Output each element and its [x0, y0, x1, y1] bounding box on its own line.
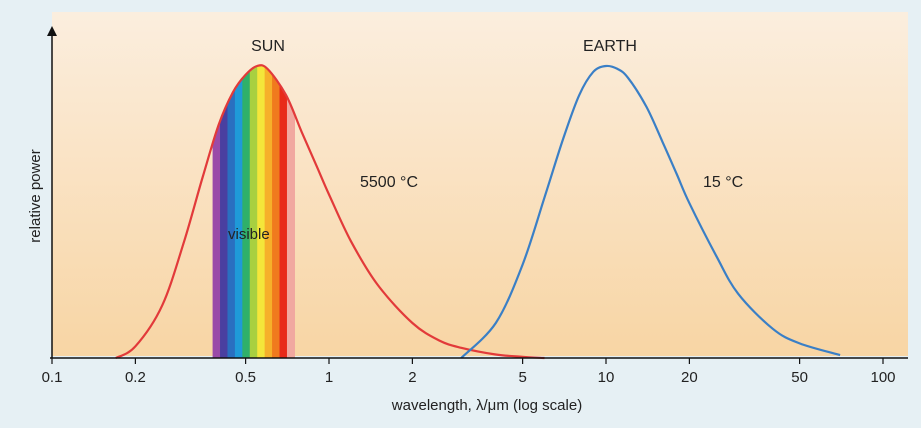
y-axis-title: relative power	[27, 149, 44, 242]
visible-band-stripe	[242, 65, 251, 358]
sun-series-name: SUN	[251, 38, 285, 55]
x-axis-ticks: 0.1 0.2 0.5 1 2 5 10 20 50 100	[42, 358, 896, 386]
x-tick-label: 0.5	[235, 369, 256, 386]
visible-band-label: visible	[228, 226, 270, 243]
series-line-sun	[115, 64, 545, 360]
x-tick-label: 1	[325, 369, 333, 386]
x-tick-label: 2	[408, 369, 416, 386]
visible-band	[212, 65, 295, 358]
sun-temperature-label: 5500 °C	[360, 174, 418, 191]
x-tick-label: 100	[870, 369, 895, 386]
visible-band-stripe	[279, 65, 288, 358]
visible-band-stripe	[257, 65, 266, 358]
visible-band-stripe	[234, 65, 243, 358]
earth-temperature-label: 15 °C	[703, 174, 743, 191]
series-line-earth	[460, 64, 841, 359]
visible-band-stripe	[227, 65, 236, 358]
visible-band-stripe	[286, 65, 295, 358]
x-axis-title: wavelength, λ/μm (log scale)	[391, 397, 582, 414]
x-tick-label: 0.2	[125, 369, 146, 386]
visible-band-stripe	[220, 65, 229, 358]
earth-series-name: EARTH	[583, 38, 637, 55]
visible-band-stripe	[212, 65, 221, 358]
x-tick-label: 0.1	[42, 369, 63, 386]
x-tick-label: 20	[681, 369, 698, 386]
visible-band-stripe	[272, 65, 281, 358]
x-tick-label: 50	[791, 369, 808, 386]
visible-band-stripe	[264, 65, 273, 358]
x-tick-label: 10	[598, 369, 615, 386]
y-axis-arrow-icon	[47, 26, 57, 36]
x-tick-label: 5	[518, 369, 526, 386]
plot-background	[52, 12, 908, 356]
visible-band-stripe	[249, 65, 258, 358]
